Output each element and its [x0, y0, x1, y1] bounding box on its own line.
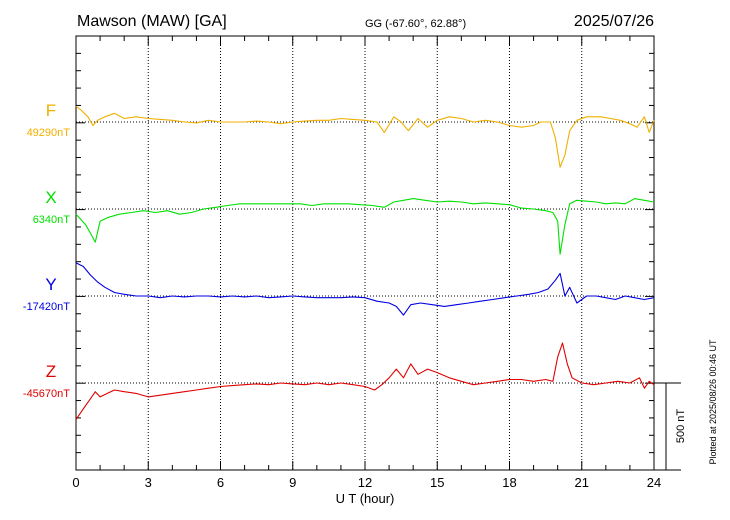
x-tick-label: 12 — [358, 475, 372, 490]
plotted-timestamp: Plotted at 2025/08/26 00:46 UT — [708, 339, 718, 465]
station-title: Mawson (MAW) [GA] — [77, 13, 227, 30]
series-line-y — [75, 262, 655, 316]
x-tick-label: 21 — [575, 475, 589, 490]
x-tick-label: 3 — [145, 475, 152, 490]
series-baseline-x: 6340nT — [33, 214, 71, 226]
x-tick-label: 18 — [502, 475, 516, 490]
grid-lines — [76, 36, 654, 470]
x-tick-label: 24 — [647, 475, 661, 490]
x-tick-label: 0 — [72, 475, 79, 490]
series-line-z — [75, 342, 655, 420]
series-baseline-y: -17420nT — [23, 301, 70, 313]
scale-bar-label: 500 nT — [675, 409, 687, 444]
series-baseline-z: -45670nT — [23, 388, 70, 400]
x-tick-label: 15 — [430, 475, 444, 490]
series-name-z: Z — [46, 362, 56, 381]
date-label: 2025/07/26 — [574, 13, 654, 30]
x-tick-label: 6 — [217, 475, 224, 490]
x-tick-labels: 0 3 6 9 12 15 18 21 24 — [72, 475, 661, 490]
x-tick-label: 9 — [289, 475, 296, 490]
series-name-x: X — [45, 188, 56, 207]
coordinates-label: GG (-67.60°, 62.88°) — [365, 18, 466, 30]
series-labels: F 49290nT X 6340nT Y -17420nT Z -45670nT — [23, 101, 70, 400]
series-baseline-f: 49290nT — [27, 127, 71, 139]
series-name-f: F — [46, 101, 56, 120]
series-group — [75, 105, 655, 420]
x-axis-title: U T (hour) — [336, 491, 395, 506]
tick-marks — [76, 36, 654, 470]
series-line-f — [75, 105, 655, 168]
series-name-y: Y — [45, 275, 56, 294]
scale-bar: 500 nT — [654, 382, 687, 471]
series-line-x — [75, 198, 655, 255]
